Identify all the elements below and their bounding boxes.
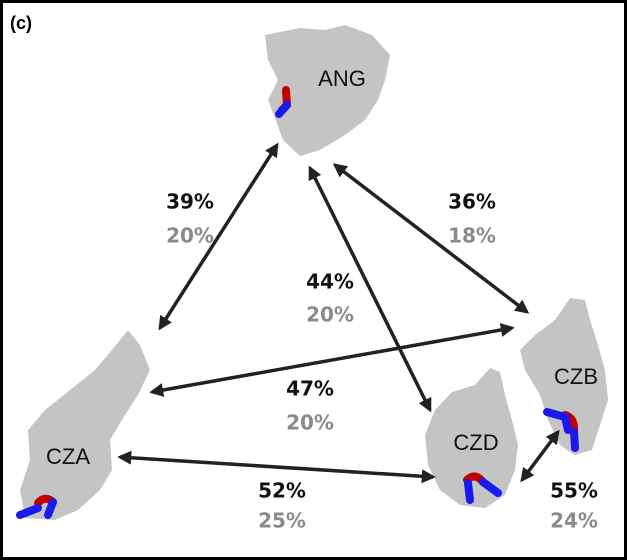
- ang-blue: [275, 101, 291, 118]
- node-label: ANG: [318, 66, 366, 91]
- panel-label: (c): [10, 13, 32, 33]
- edge-label-top: 55%: [550, 479, 598, 503]
- arrow: [117, 450, 436, 484]
- czd-shape: [425, 368, 518, 508]
- edge-label-bottom: 18%: [448, 224, 496, 248]
- edge-label-top: 36%: [448, 190, 496, 214]
- arrow: [158, 142, 279, 331]
- czb-shape: [520, 298, 608, 455]
- czb-blue: [543, 408, 579, 452]
- edge-label-bottom: 20%: [166, 224, 214, 248]
- arrow: [149, 323, 515, 397]
- edge-label-bottom: 25%: [258, 509, 306, 533]
- edge-label-bottom: 20%: [286, 411, 334, 435]
- node-label: CZA: [46, 444, 90, 469]
- edge-label-bottom: 20%: [306, 303, 354, 327]
- edge-label-top: 52%: [258, 479, 306, 503]
- ang-shape: [265, 25, 390, 156]
- czd-blue: [464, 478, 502, 504]
- edge-label-top: 47%: [286, 377, 334, 401]
- arrow: [332, 163, 530, 314]
- node-label: CZD: [453, 430, 498, 455]
- cza-shape: [20, 330, 150, 520]
- edge-label-top: 39%: [166, 190, 214, 214]
- edge-label-bottom: 24%: [550, 509, 598, 533]
- node-label: CZB: [554, 364, 598, 389]
- arrow: [520, 429, 560, 483]
- edge-label-top: 44%: [306, 270, 354, 294]
- cza-blue: [16, 498, 57, 519]
